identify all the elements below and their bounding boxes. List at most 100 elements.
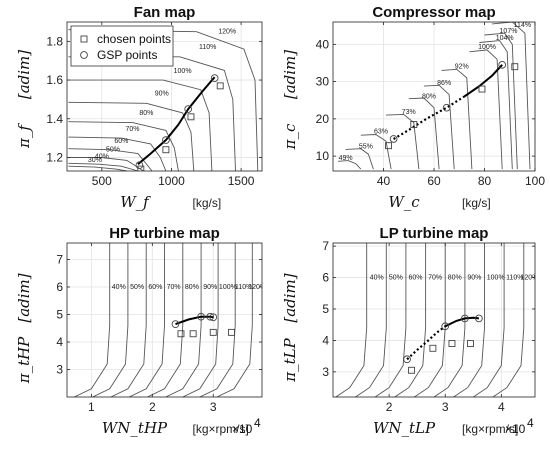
x-tick-label: 100 [525, 174, 545, 188]
gsp-point-marker [162, 136, 170, 144]
operating-line [463, 64, 503, 98]
speed-label: 110% [235, 284, 252, 291]
operating-line [137, 76, 216, 165]
speed-line-80 [147, 243, 184, 397]
x-exponent: 4 [527, 416, 534, 430]
y-tick-label: 5 [56, 308, 63, 322]
speed-label: 50% [389, 274, 403, 281]
gsp-point-marker [210, 74, 219, 82]
speed-label: 50% [130, 284, 144, 291]
y-tick-label: 4 [322, 333, 329, 347]
x-tick-label: 4 [498, 400, 505, 414]
x-axis-unit: [kg/s] [462, 196, 491, 210]
speed-line-86 [423, 84, 455, 170]
fan-map-data: 30%40%50% 60% 70% 80% 90% 100% 110% 120% [68, 29, 259, 171]
gsp-point-marker [209, 313, 218, 322]
axes-box [66, 242, 263, 398]
y-tick-label: 6 [56, 280, 63, 294]
speed-label: 120% [218, 29, 236, 36]
speed-label: 100% [487, 274, 505, 281]
x-axis-unit: [kg/s] [193, 196, 222, 210]
speed-label: 60% [408, 274, 422, 281]
operating-line [175, 315, 214, 326]
y-tick-label: 1.4 [46, 112, 63, 126]
y-axis-label: π_f [15, 123, 33, 149]
x-tick-label: 40 [377, 174, 391, 188]
y-axis-unit: [adim] [15, 273, 33, 322]
y-tick-label: 6 [322, 271, 329, 285]
speed-line-110 [199, 243, 236, 397]
extrapolated-line [393, 95, 465, 140]
speed-label: 120% [248, 284, 266, 291]
chosen-point-marker [511, 63, 519, 71]
speed-label: 100% [174, 68, 192, 75]
y-axis-label: π_tLP [281, 337, 299, 382]
speed-label: 110% [199, 44, 216, 51]
speed-label: 90% [203, 284, 217, 291]
chosen-point-marker [228, 328, 235, 336]
speed-line-92 [441, 68, 473, 170]
chosen-point-marker [187, 113, 195, 121]
speed-line-120 [492, 243, 525, 397]
y-axis-label: π_tHP [15, 336, 33, 384]
chosen-point-marker [410, 120, 418, 128]
gsp-point-marker [206, 312, 215, 321]
y-tick-label: 20 [316, 112, 330, 126]
speed-line-90 [165, 243, 202, 397]
x-tick-label: 3 [210, 400, 217, 414]
speed-label: 86% [437, 80, 451, 87]
compressor-map-data: 49% 55%63% 73% 80%86% 92% 100%104%107%114% [338, 22, 531, 170]
gsp-point-marker [475, 314, 483, 323]
speed-line-60 [68, 148, 153, 171]
speed-line-80 [68, 121, 179, 171]
speed-label: 30% [88, 157, 102, 164]
speed-line-90 [68, 101, 195, 171]
legend-circle-marker [80, 51, 88, 59]
speed-label: 90% [155, 90, 169, 97]
fan-map-panel: 30%40%50% 60% 70% 80% 90% 100% 110% 120% 500 1000… [15, 4, 263, 211]
legend-square-marker [80, 35, 88, 43]
x-axis-unit: [kg×rpm/s] [193, 422, 249, 436]
gsp-point-marker [403, 355, 411, 364]
y-tick-label: 40 [316, 37, 330, 51]
speed-line-90 [433, 243, 466, 397]
x-tick-label: 2 [149, 400, 156, 414]
y-axis-label: π_c [281, 123, 299, 150]
legend-label: GSP points [97, 48, 157, 62]
lp-turbine-map-data: 40% 50% 60% 70% 80% 90% 100% 110%120% [335, 243, 535, 397]
gsp-point-marker [135, 161, 144, 170]
speed-line-40 [68, 162, 139, 171]
speed-line-60 [110, 243, 147, 397]
speed-line-70 [394, 243, 427, 397]
x-axis-label: W_c [388, 193, 420, 211]
speed-label: 70% [167, 284, 181, 291]
chosen-point-marker [189, 330, 197, 338]
speed-line-50 [68, 157, 144, 171]
speed-line-80 [414, 243, 446, 397]
x-tick-label: 80 [478, 174, 492, 188]
speed-line-49 [338, 160, 362, 170]
x-exponent-label: ×10 [505, 422, 526, 436]
panel-title: Fan map [134, 4, 196, 21]
gsp-point-marker [184, 105, 193, 113]
chosen-point-marker [429, 344, 437, 352]
speed-label: 90% [467, 274, 481, 281]
speed-line-104 [479, 40, 513, 170]
speed-line-100 [182, 243, 219, 397]
gsp-point-marker [442, 103, 451, 112]
x-tick-label: 2 [386, 400, 393, 414]
speed-label: 70% [428, 274, 442, 281]
speed-line-60 [374, 243, 407, 397]
plot-area [333, 243, 535, 397]
extrapolated-line [406, 325, 446, 361]
speed-line-100 [68, 79, 213, 171]
axes-box [332, 242, 536, 398]
y-axis-unit: [adim] [281, 50, 299, 99]
legend-box [70, 25, 174, 67]
hp-turbine-map-panel: 40% 50% 60% 70% 80% 90% 100%110%120% 1 2 3 3 4 5 6 7 HP… [15, 225, 266, 437]
chosen-point-marker [137, 165, 145, 171]
speed-label: 80% [185, 284, 199, 291]
chosen-point-marker [385, 142, 392, 150]
speed-label: 107% [500, 28, 518, 35]
speed-label: 40% [95, 153, 109, 160]
